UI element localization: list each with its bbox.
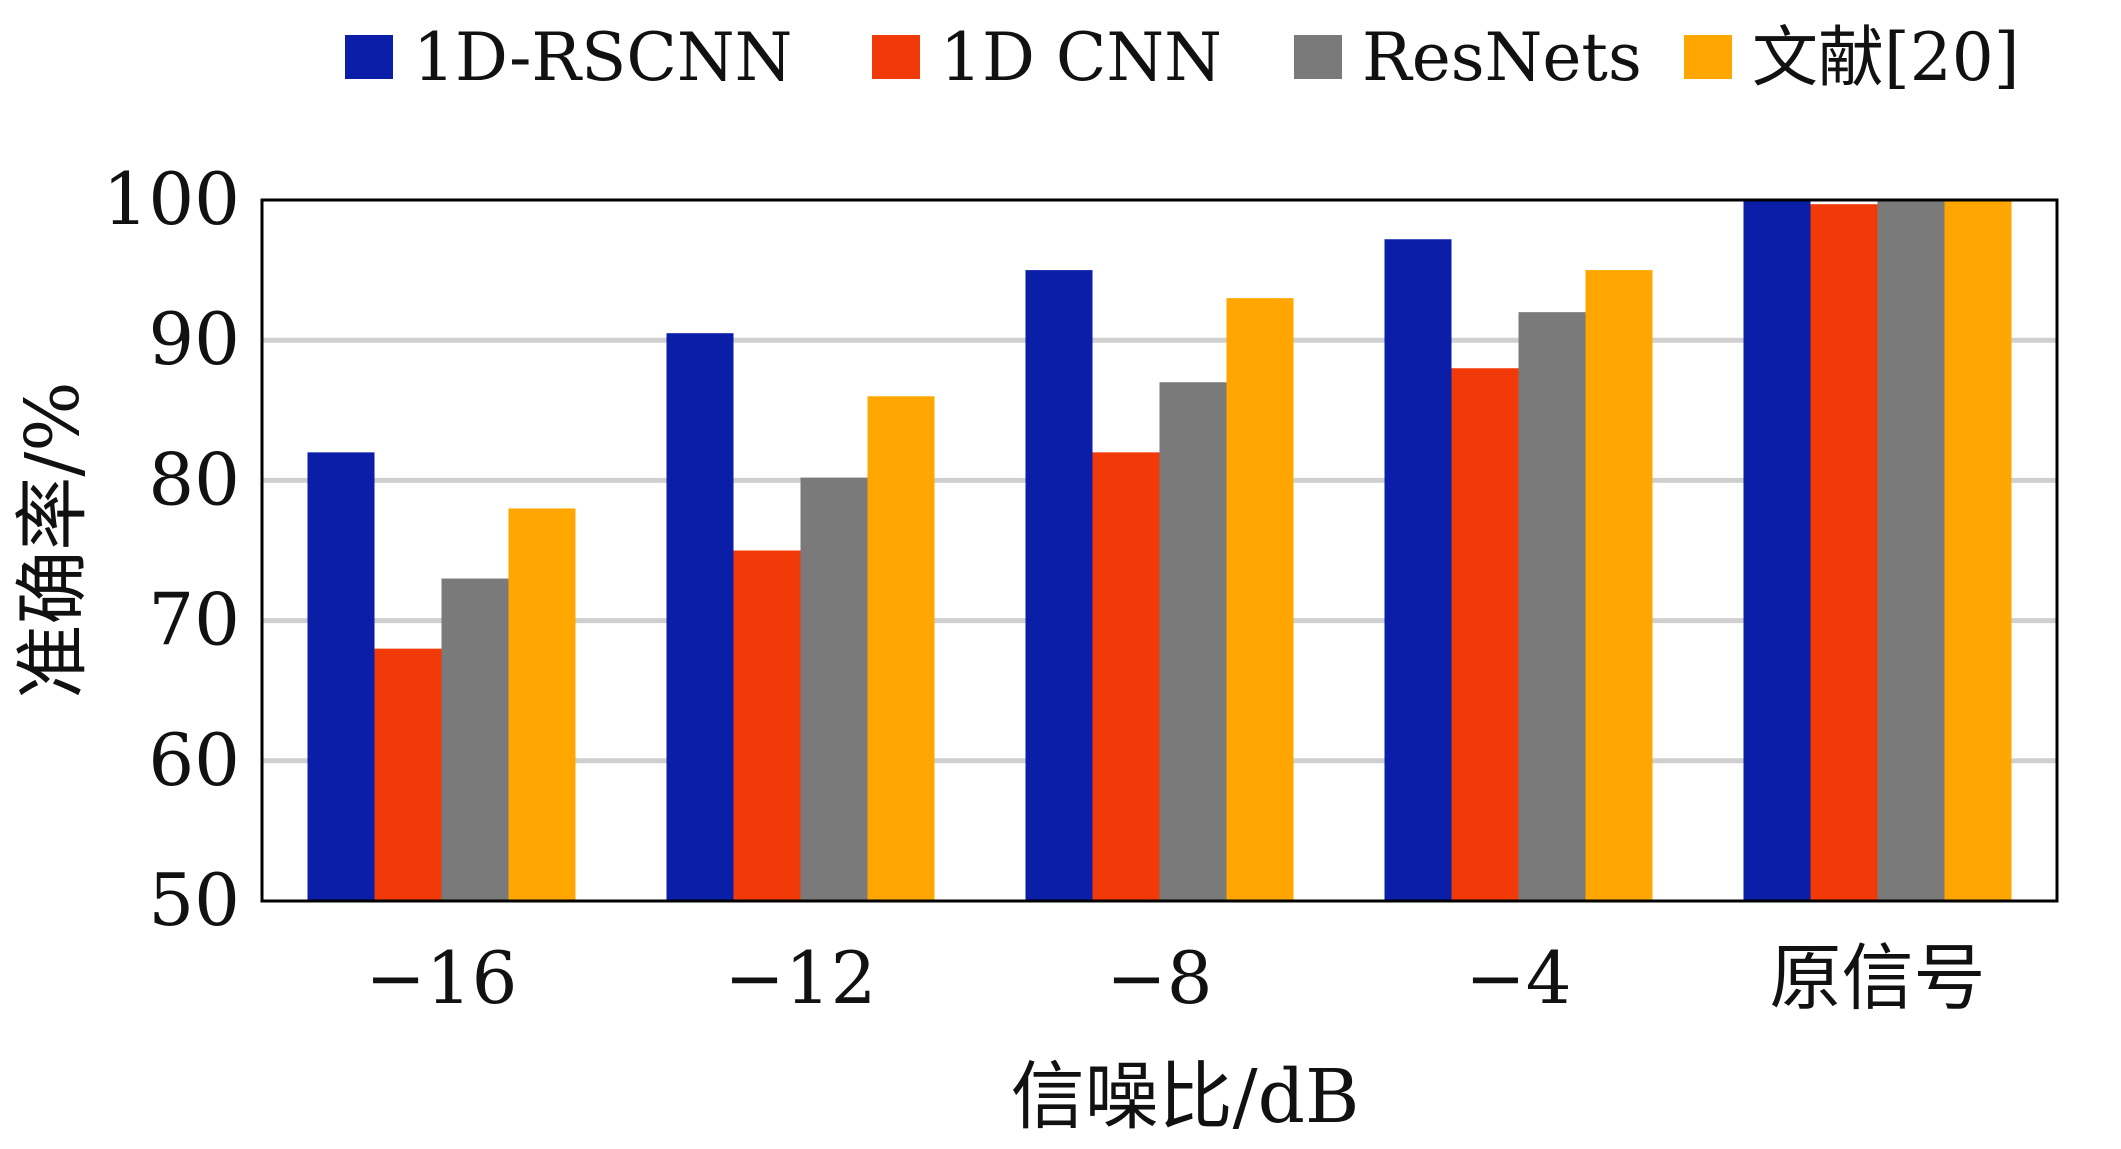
bars	[307, 200, 2012, 902]
bar	[1384, 239, 1452, 902]
bar	[1585, 270, 1653, 902]
legend-label: ResNets	[1362, 19, 1642, 96]
bar	[666, 333, 734, 901]
y-tick-label: 100	[103, 157, 240, 241]
legend-swatch	[1294, 35, 1342, 79]
y-tick-label: 70	[148, 578, 240, 662]
bar	[1092, 452, 1160, 901]
bar	[1518, 312, 1586, 901]
y-tick-label: 50	[148, 858, 240, 942]
y-tick-label: 60	[148, 718, 240, 802]
legend-swatch	[872, 35, 920, 79]
bar	[1877, 200, 1945, 901]
bar	[508, 508, 576, 901]
plot-frame	[260, 198, 2059, 903]
bar	[1226, 298, 1294, 901]
bar	[733, 550, 801, 901]
bar	[867, 396, 935, 901]
legend: 1D-RSCNN 1D CNN ResNets 文献[20]	[345, 19, 2019, 96]
y-tick-labels: 50 60 70 80 90 100	[103, 157, 240, 942]
bar	[1451, 368, 1519, 901]
legend-swatch	[1684, 35, 1732, 79]
x-tick-label: −12	[725, 936, 877, 1020]
legend-label: 1D-RSCNN	[413, 19, 792, 96]
x-tick-label: 原信号	[1769, 936, 1985, 1020]
bar	[307, 452, 375, 901]
x-tick-label: −8	[1106, 936, 1212, 1020]
y-tick-label: 90	[148, 297, 240, 381]
x-tick-labels: −16 −12 −8 −4 原信号	[366, 936, 1986, 1020]
x-axis-title: 信噪比/dB	[1011, 1054, 1360, 1140]
bar	[800, 477, 868, 901]
bar	[1025, 270, 1093, 902]
bar	[1810, 204, 1878, 901]
x-tick-label: −16	[366, 936, 518, 1020]
legend-label: 文献[20]	[1752, 19, 2019, 96]
bar	[441, 578, 509, 901]
bar	[1944, 200, 2012, 901]
bar	[1743, 200, 1811, 901]
y-tick-label: 80	[148, 437, 240, 521]
legend-label: 1D CNN	[940, 19, 1222, 96]
x-tick-label: −4	[1465, 936, 1571, 1020]
legend-swatch	[345, 35, 393, 79]
y-axis-title: 准确率/%	[10, 381, 96, 698]
bar	[1159, 382, 1227, 901]
bar	[374, 648, 442, 901]
